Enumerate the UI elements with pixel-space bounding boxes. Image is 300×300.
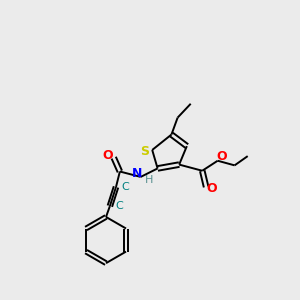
Text: O: O: [206, 182, 217, 195]
Text: S: S: [140, 145, 149, 158]
Text: H: H: [145, 175, 153, 185]
Text: C: C: [122, 182, 129, 192]
Text: O: O: [216, 150, 227, 163]
Text: N: N: [132, 167, 142, 180]
Text: O: O: [102, 149, 113, 162]
Text: C: C: [115, 201, 123, 211]
